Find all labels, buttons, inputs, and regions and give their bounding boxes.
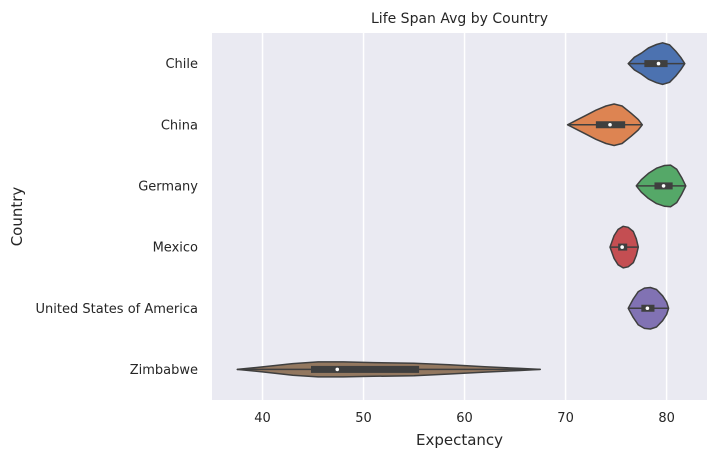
x-tick-label-40: 40 bbox=[254, 411, 271, 426]
y-tick-label-mexico: Mexico bbox=[153, 241, 198, 256]
y-axis-label: Country bbox=[8, 187, 26, 247]
x-axis-label: Expectancy bbox=[416, 431, 503, 449]
median-dot-germany bbox=[661, 184, 666, 188]
y-tick-label-chile: Chile bbox=[165, 57, 198, 72]
median-dot-china bbox=[608, 122, 612, 127]
median-dot-chile bbox=[656, 61, 661, 66]
y-tick-labels: Chile China Germany Mexico United States of … bbox=[36, 57, 199, 378]
y-tick-label-united-states-of-america: United States of America bbox=[36, 302, 198, 317]
x-tick-label-70: 70 bbox=[557, 411, 574, 426]
x-tick-label-80: 80 bbox=[658, 411, 675, 426]
iqr-box-zimbabwe bbox=[311, 365, 420, 373]
y-tick-label-china: China bbox=[161, 118, 198, 133]
x-tick-label-50: 50 bbox=[355, 411, 372, 426]
median-dot-mexico bbox=[620, 245, 624, 249]
x-tick-label-60: 60 bbox=[456, 411, 473, 426]
x-tick-labels: 40 50 60 70 80 bbox=[254, 411, 675, 426]
median-dot-united-states-of-america bbox=[645, 306, 650, 311]
y-tick-label-zimbabwe: Zimbabwe bbox=[130, 363, 198, 378]
y-tick-label-germany: Germany bbox=[138, 179, 198, 194]
plot-background bbox=[212, 33, 707, 400]
iqr-box-chile bbox=[644, 60, 668, 68]
median-dot-zimbabwe bbox=[335, 367, 340, 372]
gridlines bbox=[261, 33, 668, 400]
chart-title: Life Span Avg by Country bbox=[371, 11, 548, 27]
violins bbox=[236, 42, 687, 378]
